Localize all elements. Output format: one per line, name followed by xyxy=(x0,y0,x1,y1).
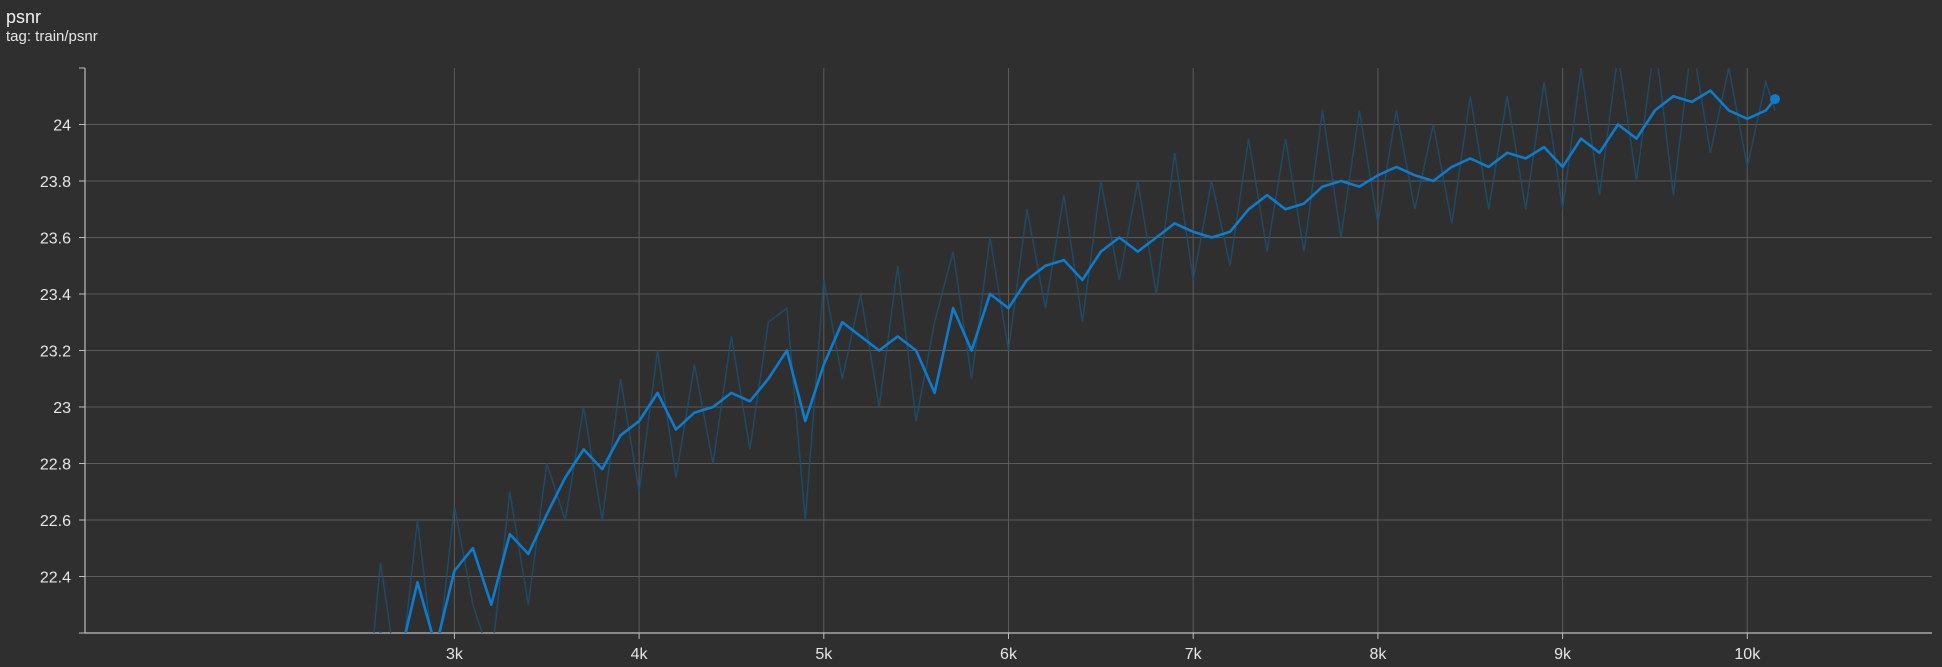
card-tag: tag: train/psnr xyxy=(6,28,98,45)
raw-series-line xyxy=(373,68,1776,633)
y-tick-label: 23.4 xyxy=(40,287,71,304)
y-tick-label: 23.8 xyxy=(40,174,71,191)
axes xyxy=(79,67,1932,639)
x-tick-label: 8k xyxy=(1369,646,1387,663)
y-tick-label: 23.6 xyxy=(40,231,71,248)
last-point-marker[interactable] xyxy=(1770,94,1781,105)
x-tick-label: 3k xyxy=(446,646,464,663)
grid-lines xyxy=(85,68,1932,633)
x-tick-label: 10k xyxy=(1734,646,1761,663)
y-tick-label: 23 xyxy=(53,400,71,417)
x-tick-label: 7k xyxy=(1185,646,1203,663)
tick-labels: 3k 4k 5k 6k 7k 8k 9k 10k 22.4 22.6 22.8 23 23.2 23.4 2… xyxy=(40,118,1761,664)
y-tick-label: 23.2 xyxy=(40,344,71,361)
x-tick-label: 6k xyxy=(1000,646,1018,663)
x-tick-label: 4k xyxy=(631,646,649,663)
y-tick-label: 24 xyxy=(53,118,71,135)
y-tick-label: 22.8 xyxy=(40,457,71,474)
smoothed-series-line[interactable] xyxy=(371,89,1777,662)
card-header: psnr tag: train/psnr xyxy=(6,6,98,46)
x-tick-label: 9k xyxy=(1554,646,1572,663)
card-title: psnr xyxy=(6,7,42,27)
x-tick-label: 5k xyxy=(815,646,833,663)
smoothed-series[interactable] xyxy=(371,89,1781,662)
raw-series xyxy=(373,68,1776,633)
y-tick-label: 22.4 xyxy=(40,570,71,587)
y-tick-label: 22.6 xyxy=(40,513,71,530)
